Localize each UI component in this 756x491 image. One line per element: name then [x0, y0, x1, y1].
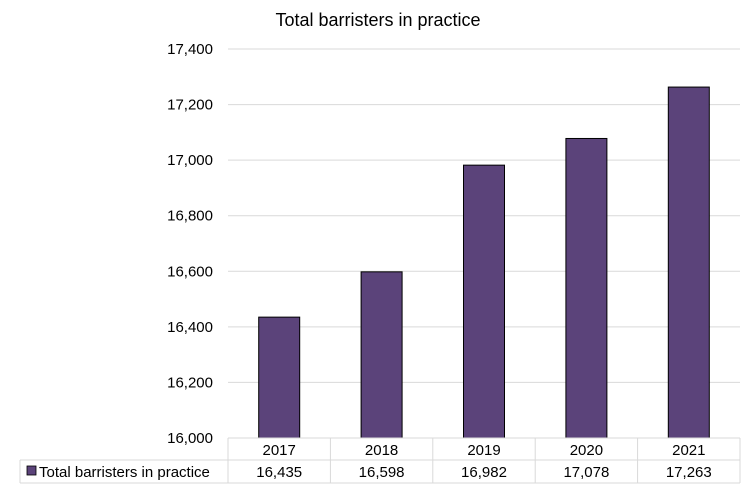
category-label: 2020 [570, 442, 603, 459]
data-table-value: 16,982 [461, 464, 507, 481]
y-tick-label: 16,800 [167, 208, 213, 225]
bar-2020 [565, 137, 608, 439]
y-tick-label: 16,600 [167, 263, 213, 280]
y-tick-label: 16,200 [167, 374, 213, 391]
data-table-value: 17,263 [666, 464, 712, 481]
chart-title: Total barristers in practice [275, 10, 481, 30]
y-tick-label: 17,400 [167, 41, 213, 58]
category-label: 2021 [672, 442, 705, 459]
y-tick-label: 17,000 [167, 152, 213, 169]
y-tick-label: 17,200 [167, 97, 213, 114]
data-table-value: 16,435 [256, 464, 302, 481]
data-table-value: 17,078 [563, 464, 609, 481]
legend-swatch [26, 465, 37, 476]
bar-2019 [463, 164, 505, 439]
bar-2018 [360, 271, 403, 439]
category-label: 2019 [467, 442, 500, 459]
category-label: 2018 [365, 442, 398, 459]
bar-2021 [667, 86, 710, 439]
bar-2017 [258, 316, 301, 439]
data-table-value: 16,598 [359, 464, 405, 481]
category-label: 2017 [263, 442, 296, 459]
legend-series-label: Total barristers in practice [39, 464, 210, 481]
y-tick-label: 16,000 [167, 430, 213, 447]
y-tick-label: 16,400 [167, 319, 213, 336]
